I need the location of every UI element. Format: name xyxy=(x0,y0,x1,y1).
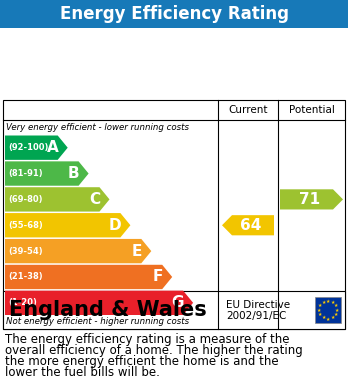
Text: ★: ★ xyxy=(330,300,335,305)
Polygon shape xyxy=(5,291,193,315)
Text: ★: ★ xyxy=(321,315,326,320)
Bar xyxy=(3,100,345,329)
Text: E: E xyxy=(132,244,142,258)
Polygon shape xyxy=(5,213,130,237)
Text: ★: ★ xyxy=(318,312,322,317)
Text: Not energy efficient - higher running costs: Not energy efficient - higher running co… xyxy=(6,317,189,326)
Text: Current: Current xyxy=(228,105,268,115)
Text: ★: ★ xyxy=(335,307,339,312)
Polygon shape xyxy=(5,161,89,186)
Text: ★: ★ xyxy=(318,303,322,308)
Text: ★: ★ xyxy=(317,307,321,312)
Text: Very energy efficient - lower running costs: Very energy efficient - lower running co… xyxy=(6,122,189,131)
Text: (21-38): (21-38) xyxy=(8,273,42,282)
Text: ★: ★ xyxy=(321,300,326,305)
Text: 64: 64 xyxy=(240,218,262,233)
Text: 2002/91/EC: 2002/91/EC xyxy=(226,311,286,321)
Text: Energy Efficiency Rating: Energy Efficiency Rating xyxy=(60,5,288,23)
Text: the more energy efficient the home is and the: the more energy efficient the home is an… xyxy=(5,355,279,368)
Polygon shape xyxy=(5,265,172,289)
Polygon shape xyxy=(5,136,68,160)
Text: F: F xyxy=(153,269,163,285)
Text: C: C xyxy=(89,192,101,207)
Text: D: D xyxy=(109,218,121,233)
Polygon shape xyxy=(222,215,274,235)
Text: lower the fuel bills will be.: lower the fuel bills will be. xyxy=(5,366,160,379)
Text: (1-20): (1-20) xyxy=(8,298,37,307)
Bar xyxy=(0,0,348,28)
Text: (92-100): (92-100) xyxy=(8,143,48,152)
Text: 71: 71 xyxy=(299,192,320,207)
Text: England & Wales: England & Wales xyxy=(9,300,207,320)
Text: ★: ★ xyxy=(326,298,330,303)
Text: Potential: Potential xyxy=(288,105,334,115)
Text: ★: ★ xyxy=(326,316,330,321)
Text: (69-80): (69-80) xyxy=(8,195,42,204)
Text: (39-54): (39-54) xyxy=(8,247,42,256)
Text: B: B xyxy=(68,166,80,181)
Text: ★: ★ xyxy=(330,315,335,320)
Bar xyxy=(315,297,341,323)
Text: G: G xyxy=(172,295,184,310)
Text: A: A xyxy=(47,140,59,155)
Polygon shape xyxy=(280,189,343,210)
Text: The energy efficiency rating is a measure of the: The energy efficiency rating is a measur… xyxy=(5,333,290,346)
Text: ★: ★ xyxy=(334,312,338,317)
Text: (81-91): (81-91) xyxy=(8,169,42,178)
Polygon shape xyxy=(5,239,151,263)
Text: EU Directive: EU Directive xyxy=(226,300,290,310)
Polygon shape xyxy=(5,187,110,212)
Text: overall efficiency of a home. The higher the rating: overall efficiency of a home. The higher… xyxy=(5,344,303,357)
Bar xyxy=(3,291,345,329)
Text: (55-68): (55-68) xyxy=(8,221,43,230)
Text: ★: ★ xyxy=(334,303,338,308)
